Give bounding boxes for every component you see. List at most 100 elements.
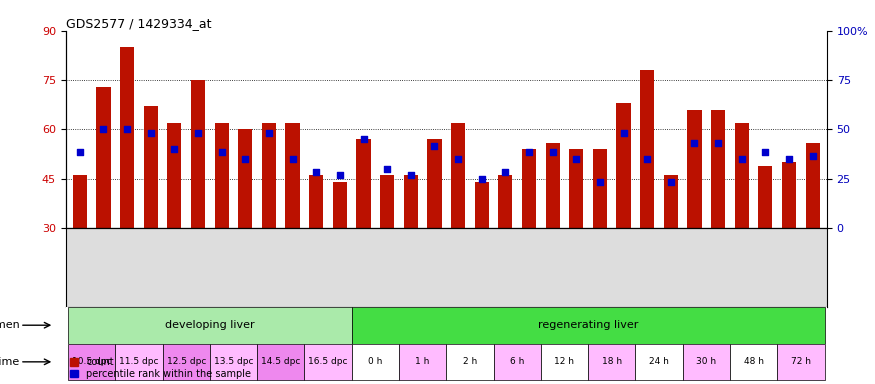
Point [782, 156, 796, 162]
Bar [493, 344, 541, 380]
Bar [617, 103, 631, 228]
Point [640, 156, 654, 162]
Bar [806, 142, 820, 228]
Bar [782, 162, 796, 228]
Bar [427, 139, 442, 228]
Bar [163, 344, 210, 380]
Point [144, 129, 158, 136]
Point [735, 156, 749, 162]
Bar [352, 344, 399, 380]
Text: 16.5 dpc: 16.5 dpc [308, 358, 347, 366]
Point [711, 139, 725, 146]
Bar [285, 123, 299, 228]
Text: 10.5 dpc: 10.5 dpc [72, 358, 111, 366]
Text: time: time [0, 357, 20, 367]
Bar [688, 109, 702, 228]
Point [403, 172, 417, 179]
Bar [777, 344, 824, 380]
Bar [96, 87, 110, 228]
Point [214, 149, 228, 156]
Bar [682, 344, 730, 380]
Bar [545, 142, 560, 228]
Bar [759, 166, 773, 228]
Point [262, 129, 276, 136]
Point [332, 172, 346, 179]
Bar [68, 307, 352, 344]
Point [570, 156, 584, 162]
Text: GDS2577 / 1429334_at: GDS2577 / 1429334_at [66, 17, 211, 30]
Bar [635, 344, 682, 380]
Point [309, 169, 323, 175]
Bar [522, 149, 536, 228]
Text: 18 h: 18 h [602, 358, 622, 366]
Bar [380, 175, 395, 228]
Point [664, 179, 678, 185]
Point [380, 166, 394, 172]
Bar [664, 175, 678, 228]
Point [427, 143, 441, 149]
Text: 2 h: 2 h [463, 358, 477, 366]
Point [522, 149, 536, 156]
Bar [498, 175, 513, 228]
Bar [191, 80, 205, 228]
Text: 12 h: 12 h [555, 358, 575, 366]
Text: 14.5 dpc: 14.5 dpc [261, 358, 300, 366]
Text: regenerating liver: regenerating liver [538, 320, 638, 330]
Point [759, 149, 773, 156]
Text: developing liver: developing liver [165, 320, 255, 330]
Point [546, 149, 560, 156]
Text: 12.5 dpc: 12.5 dpc [166, 358, 206, 366]
Text: 6 h: 6 h [510, 358, 524, 366]
Point [452, 156, 466, 162]
Bar [474, 182, 489, 228]
Text: 11.5 dpc: 11.5 dpc [119, 358, 158, 366]
Bar [309, 175, 324, 228]
Bar [446, 344, 493, 380]
Bar [257, 344, 304, 380]
Legend: count, percentile rank within the sample: count, percentile rank within the sample [71, 357, 251, 379]
Point [499, 169, 513, 175]
Bar [210, 344, 257, 380]
Bar [262, 123, 276, 228]
Bar [304, 344, 352, 380]
Point [167, 146, 181, 152]
Bar [214, 123, 228, 228]
Point [806, 152, 820, 159]
Point [96, 126, 110, 132]
Text: 72 h: 72 h [791, 358, 811, 366]
Point [191, 129, 205, 136]
Bar [238, 129, 252, 228]
Bar [352, 307, 824, 344]
Bar [593, 149, 607, 228]
Text: 24 h: 24 h [649, 358, 669, 366]
Text: 1 h: 1 h [416, 358, 430, 366]
Point [285, 156, 299, 162]
Point [593, 179, 607, 185]
Point [238, 156, 252, 162]
Text: 0 h: 0 h [368, 358, 382, 366]
Bar [403, 175, 418, 228]
Bar [116, 344, 163, 380]
Text: 30 h: 30 h [696, 358, 717, 366]
Point [475, 175, 489, 182]
Text: 48 h: 48 h [744, 358, 764, 366]
Bar [569, 149, 584, 228]
Bar [144, 106, 158, 228]
Bar [120, 47, 134, 228]
Bar [541, 344, 588, 380]
Bar [167, 123, 181, 228]
Bar [73, 175, 87, 228]
Point [120, 126, 134, 132]
Text: specimen: specimen [0, 320, 20, 330]
Bar [730, 344, 777, 380]
Bar [356, 139, 371, 228]
Point [617, 129, 631, 136]
Bar [451, 123, 466, 228]
Point [73, 149, 87, 156]
Bar [332, 182, 347, 228]
Bar [68, 344, 116, 380]
Bar [711, 109, 725, 228]
Bar [399, 344, 446, 380]
Bar [735, 123, 749, 228]
Bar [588, 344, 635, 380]
